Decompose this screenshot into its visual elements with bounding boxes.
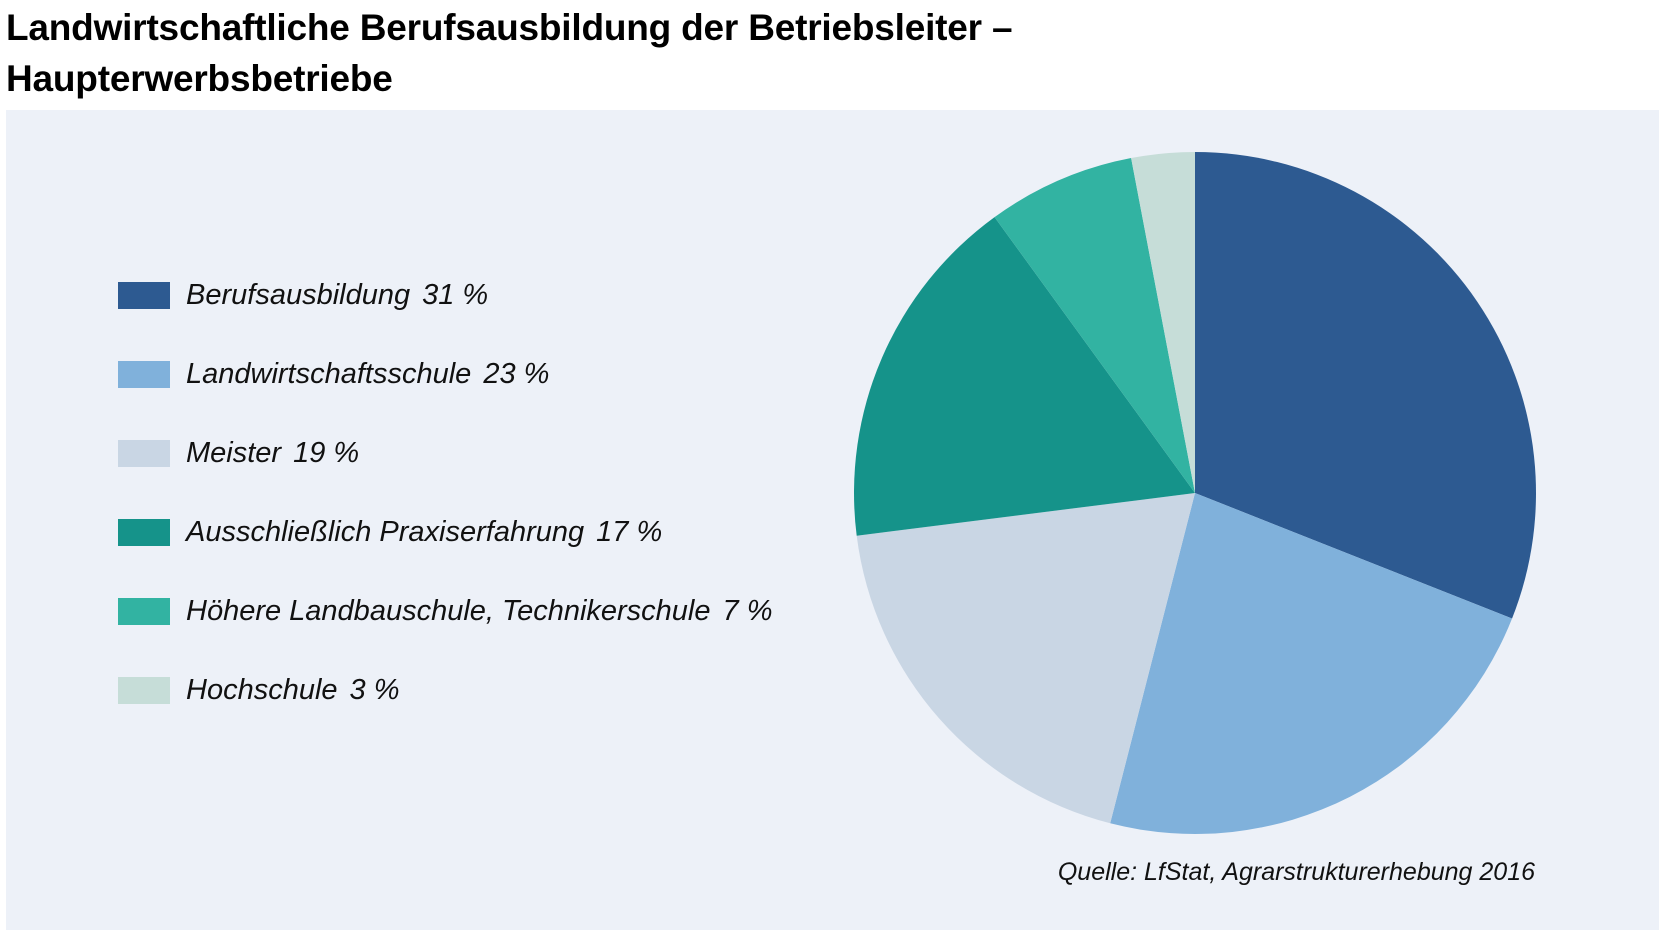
chart-title: Landwirtschaftliche Berufsausbildung der… <box>6 2 1646 104</box>
legend-item-landwirtschaftsschule: Landwirtschaftsschule 23 % <box>118 335 773 414</box>
legend-label: Berufsausbildung <box>186 279 411 311</box>
legend-value: 3 % <box>349 674 400 706</box>
legend-label: Ausschließlich Praxiserfahrung <box>186 516 585 548</box>
chart-title-line-1: Landwirtschaftliche Berufsausbildung der… <box>6 7 1013 48</box>
legend-swatch <box>118 677 170 704</box>
legend-item-hoehere-landbauschule: Höhere Landbauschule, Technikerschule 7 … <box>118 572 773 651</box>
legend-value: 19 % <box>293 437 360 469</box>
pie-slice-hochschule <box>1131 152 1195 493</box>
chart-legend: Berufsausbildung 31 % Landwirtschaftssch… <box>118 256 773 730</box>
pie-slice-höhere-landbauschule-technikerschule <box>994 158 1195 494</box>
pie-slice-ausschließlich-praxiserfahrung <box>854 217 1195 536</box>
legend-value: 7 % <box>722 595 773 627</box>
chart-title-line-2: Haupterwerbsbetriebe <box>6 58 393 99</box>
legend-item-berufsausbildung: Berufsausbildung 31 % <box>118 256 773 335</box>
legend-value: 31 % <box>422 279 489 311</box>
legend-label: Hochschule <box>186 674 338 706</box>
pie-slice-meister <box>856 493 1195 824</box>
legend-item-hochschule: Hochschule 3 % <box>118 651 773 730</box>
source-note: Quelle: LfStat, Agrarstrukturerhebung 20… <box>1057 858 1535 886</box>
legend-value: 17 % <box>596 516 663 548</box>
legend-label: Meister <box>186 437 282 469</box>
legend-swatch <box>118 598 170 625</box>
legend-item-praxiserfahrung: Ausschließlich Praxiserfahrung 17 % <box>118 493 773 572</box>
legend-value: 23 % <box>483 358 550 390</box>
legend-swatch <box>118 440 170 467</box>
legend-swatch <box>118 519 170 546</box>
legend-swatch <box>118 361 170 388</box>
legend-label: Höhere Landbauschule, Technikerschule <box>186 595 711 627</box>
legend-swatch <box>118 282 170 309</box>
pie-slice-berufsausbildung <box>1195 152 1536 619</box>
legend-label: Landwirtschaftsschule <box>186 358 472 390</box>
legend-item-meister: Meister 19 % <box>118 414 773 493</box>
pie-slice-landwirtschaftsschule <box>1110 493 1513 835</box>
